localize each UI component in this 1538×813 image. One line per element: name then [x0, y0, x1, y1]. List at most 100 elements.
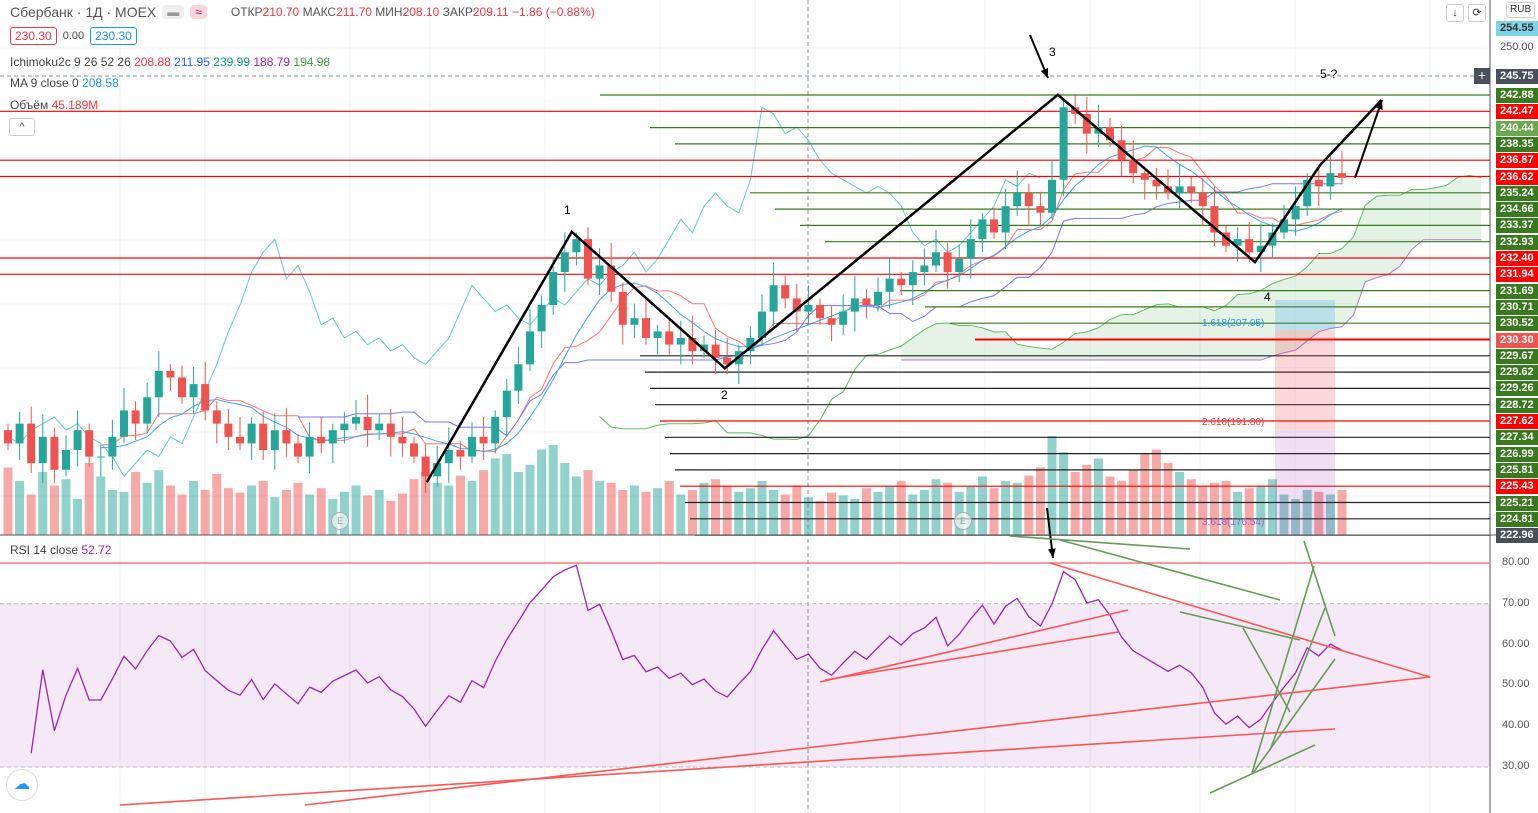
candle	[38, 414, 47, 483]
candle-body	[1280, 219, 1288, 233]
candle	[769, 262, 778, 329]
volume-bar	[943, 482, 953, 535]
candle-body	[966, 239, 975, 259]
volume-bar	[386, 500, 396, 535]
candle-body	[746, 337, 755, 352]
position-target-zone	[1275, 300, 1335, 330]
candle	[73, 410, 82, 467]
collapse-legend-button[interactable]: ^	[9, 118, 35, 136]
arrow-icon-head	[1375, 100, 1383, 110]
reset-chart-button[interactable]: ⟳	[1468, 4, 1486, 22]
candle	[711, 330, 720, 375]
earnings-icon[interactable]: E	[954, 512, 972, 530]
rsi-trendline	[1009, 535, 1191, 550]
candle	[1001, 189, 1010, 249]
price-level-label: 242.47	[1496, 104, 1538, 120]
candle	[294, 434, 302, 464]
candle	[1059, 100, 1068, 197]
volume-bar	[397, 493, 407, 535]
candle-body	[653, 331, 662, 338]
candle-body	[1175, 186, 1184, 193]
candle	[444, 427, 453, 483]
currency-button[interactable]: RUB	[1506, 2, 1536, 18]
volume-bar	[873, 491, 883, 535]
candle	[932, 229, 940, 273]
price-level-label: 231.94	[1496, 267, 1538, 283]
buy-button[interactable]: 230.30	[90, 27, 137, 45]
candle	[1082, 96, 1091, 154]
rsi-axis-label: 60.00	[1502, 637, 1530, 650]
volume-bar	[363, 495, 373, 535]
volume-bar	[84, 463, 94, 535]
candle	[642, 298, 650, 345]
candle-body	[897, 278, 906, 286]
candle-body	[1338, 173, 1346, 178]
candle	[479, 417, 488, 460]
candle-body	[421, 456, 430, 477]
candle-body	[85, 430, 94, 457]
volume-bar	[165, 485, 175, 535]
candle	[421, 444, 430, 493]
candle	[85, 423, 94, 467]
volume-bar	[641, 491, 651, 535]
volume-bar	[15, 481, 25, 535]
candle	[723, 337, 732, 375]
candle-body	[108, 436, 117, 457]
sell-button[interactable]: 230.30	[10, 27, 57, 45]
ma-legend[interactable]: MA 9 close 0 208.58	[10, 76, 119, 90]
candle	[1106, 117, 1114, 147]
add-level-plus-icon[interactable]: +	[1474, 68, 1490, 84]
arrow-icon	[1354, 99, 1383, 179]
earnings-icon[interactable]: E	[331, 512, 349, 530]
volume-bar	[73, 499, 83, 535]
symbol-title[interactable]: Сбербанк · 1Д · MOEX	[10, 4, 157, 20]
candle	[549, 257, 558, 315]
price-label-250: 250.00	[1496, 40, 1538, 55]
volume-bar	[38, 472, 48, 535]
candle-body	[1187, 186, 1196, 193]
candle	[653, 324, 662, 355]
candle-body	[595, 265, 604, 279]
candle	[1129, 140, 1138, 184]
volume-bar	[1163, 463, 1173, 535]
candle-body	[50, 436, 59, 470]
volume-bar	[676, 494, 686, 535]
ichimoku-legend[interactable]: Ichimoku2c 9 26 52 26 208.88 211.95 239.…	[10, 55, 331, 69]
candle	[1303, 173, 1312, 217]
rsi-trendline	[1179, 611, 1301, 641]
candle-body	[862, 298, 871, 306]
volume-bar	[293, 482, 303, 535]
candle-body	[874, 291, 882, 306]
candle-body	[270, 430, 279, 450]
rsi-legend[interactable]: RSI 14 close 52.72	[10, 543, 112, 557]
candle-body	[584, 239, 592, 279]
volume-bar	[247, 485, 257, 535]
volume-bar	[223, 488, 233, 535]
candle-body	[607, 265, 616, 292]
elliott-wave-line	[425, 93, 1383, 483]
candle-body	[1291, 206, 1300, 220]
candle	[781, 276, 790, 309]
volume-bar	[1221, 481, 1231, 535]
volume-bar	[722, 485, 732, 535]
trade-buttons: 230.30 0.00 230.30	[10, 27, 137, 45]
candle	[1013, 170, 1022, 217]
volume-legend[interactable]: Объём 45.189M	[10, 98, 99, 112]
symbol-header: Сбербанк · 1Д · MOEX ▬ ≈ ОТКР210.70 МАКС…	[10, 4, 595, 20]
candle-body	[4, 430, 12, 444]
volume-bar	[131, 472, 141, 535]
candle	[1280, 204, 1288, 240]
candle	[734, 344, 743, 385]
price-level-label: 240.44	[1496, 120, 1538, 136]
candle	[1256, 223, 1265, 273]
compare-icon[interactable]: ≈	[190, 5, 207, 19]
candle	[920, 248, 929, 286]
volume-bar	[374, 490, 384, 535]
candle	[943, 243, 952, 289]
candle-body	[955, 258, 964, 273]
scroll-down-button[interactable]: ↓	[1446, 4, 1464, 22]
minus-icon[interactable]: ▬	[162, 5, 185, 19]
candle-body	[294, 443, 302, 457]
tradingview-logo-icon[interactable]: ☁	[6, 769, 38, 801]
